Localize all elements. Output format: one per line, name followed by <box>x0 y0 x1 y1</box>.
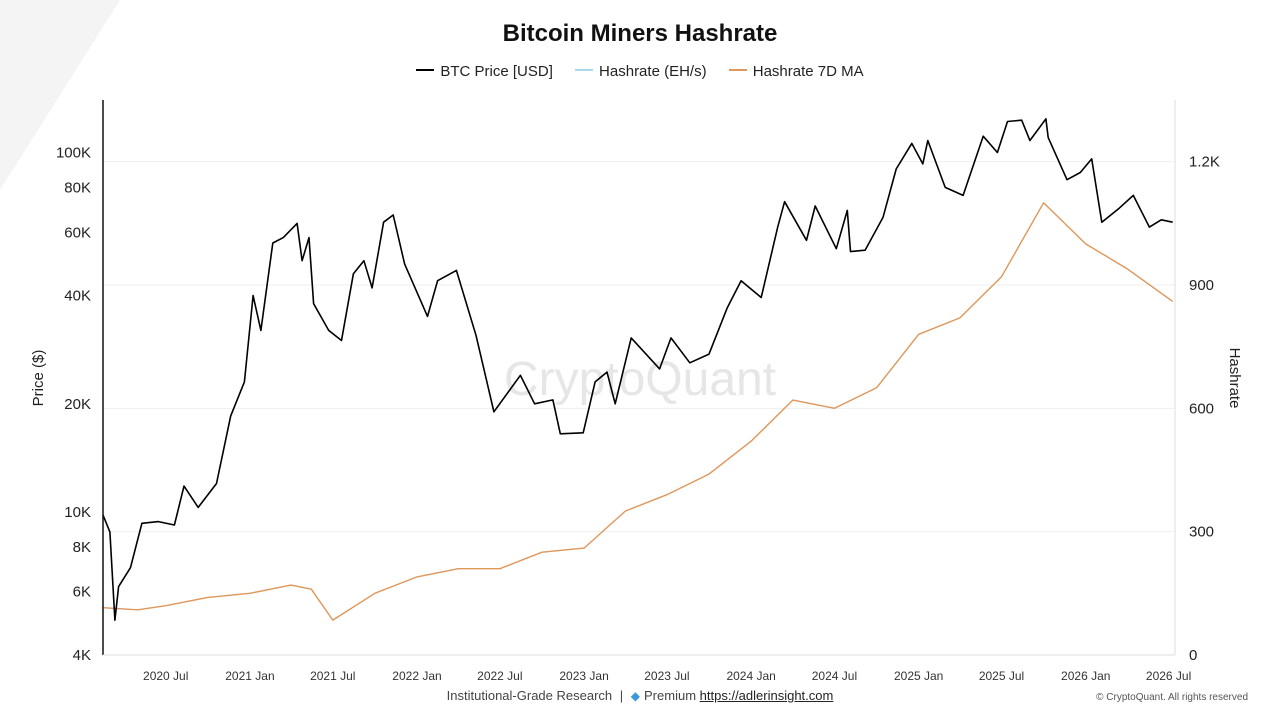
y-left-tick-label: 40K <box>64 288 91 305</box>
background-corner-shape <box>0 0 120 190</box>
chart-legend: BTC Price [USD] Hashrate (EH/s) Hashrate… <box>0 63 1280 80</box>
legend-label-hashrate: Hashrate (EH/s) <box>599 63 707 80</box>
y-left-axis-title: Price ($) <box>30 350 47 407</box>
y-left-tick-label: 10K <box>64 504 91 521</box>
x-tick-label: 2024 Jan <box>726 669 775 683</box>
y-right-axis-title: Hashrate <box>1226 348 1243 409</box>
y-right-tick-label: 900 <box>1189 277 1214 294</box>
diamond-icon: ◆ <box>630 689 641 703</box>
legend-swatch-hashrate <box>575 69 594 72</box>
legend-item-hashrate-ma[interactable]: Hashrate 7D MA <box>728 63 864 80</box>
x-tick-label: 2023 Jan <box>559 669 608 683</box>
hashrate-ma-line <box>102 202 1174 621</box>
btc-price-line <box>102 118 1173 621</box>
y-left-tick-label: 8K <box>73 539 91 556</box>
y-right-tick-label: 600 <box>1189 400 1214 417</box>
x-tick-label: 2022 Jul <box>477 669 522 683</box>
legend-swatch-btc-price <box>416 69 435 72</box>
footer: Institutional-Grade Research | ◆ Premium … <box>0 688 1280 703</box>
legend-item-btc-price[interactable]: BTC Price [USD] <box>416 63 553 80</box>
y-right-tick-label: 0 <box>1189 647 1197 664</box>
y-left-tick-label: 20K <box>64 396 91 413</box>
hashrate-line <box>102 202 1173 621</box>
chart-title: Bitcoin Miners Hashrate <box>502 20 778 47</box>
copyright-text: © CryptoQuant. All rights reserved <box>1096 692 1248 703</box>
footer-premium-label: Premium <box>644 688 697 703</box>
y-left-tick-label: 100K <box>56 145 91 162</box>
y-left-tick-label: 60K <box>64 224 91 241</box>
x-tick-label: 2024 Jul <box>812 669 857 683</box>
y-right-tick-label: 300 <box>1189 524 1214 541</box>
x-tick-label: 2023 Jul <box>644 669 689 683</box>
x-tick-label: 2026 Jan <box>1061 669 1110 683</box>
x-tick-label: 2022 Jan <box>392 669 441 683</box>
legend-label-hashrate-ma: Hashrate 7D MA <box>752 63 864 80</box>
y-right-tick-label: 1.2K <box>1189 154 1220 171</box>
x-tick-label: 2020 Jul <box>143 669 188 683</box>
x-tick-label: 2025 Jan <box>894 669 943 683</box>
x-tick-label: 2021 Jan <box>225 669 274 683</box>
y-left-tick-label: 4K <box>73 647 91 664</box>
x-tick-label: 2025 Jul <box>979 669 1024 683</box>
watermark-text: CryptoQuant <box>504 353 776 406</box>
legend-label-btc-price: BTC Price [USD] <box>440 63 553 80</box>
x-tick-label: 2026 Jul <box>1146 669 1191 683</box>
legend-swatch-hashrate-ma <box>728 69 747 72</box>
y-left-tick-label: 6K <box>73 584 91 601</box>
footer-link[interactable]: https://adlerinsight.com <box>699 688 834 703</box>
legend-item-hashrate[interactable]: Hashrate (EH/s) <box>575 63 707 80</box>
y-left-tick-label: 80K <box>64 179 91 196</box>
x-tick-label: 2021 Jul <box>310 669 355 683</box>
footer-separator: | <box>619 688 624 703</box>
footer-research-label: Institutional-Grade Research <box>446 688 613 703</box>
